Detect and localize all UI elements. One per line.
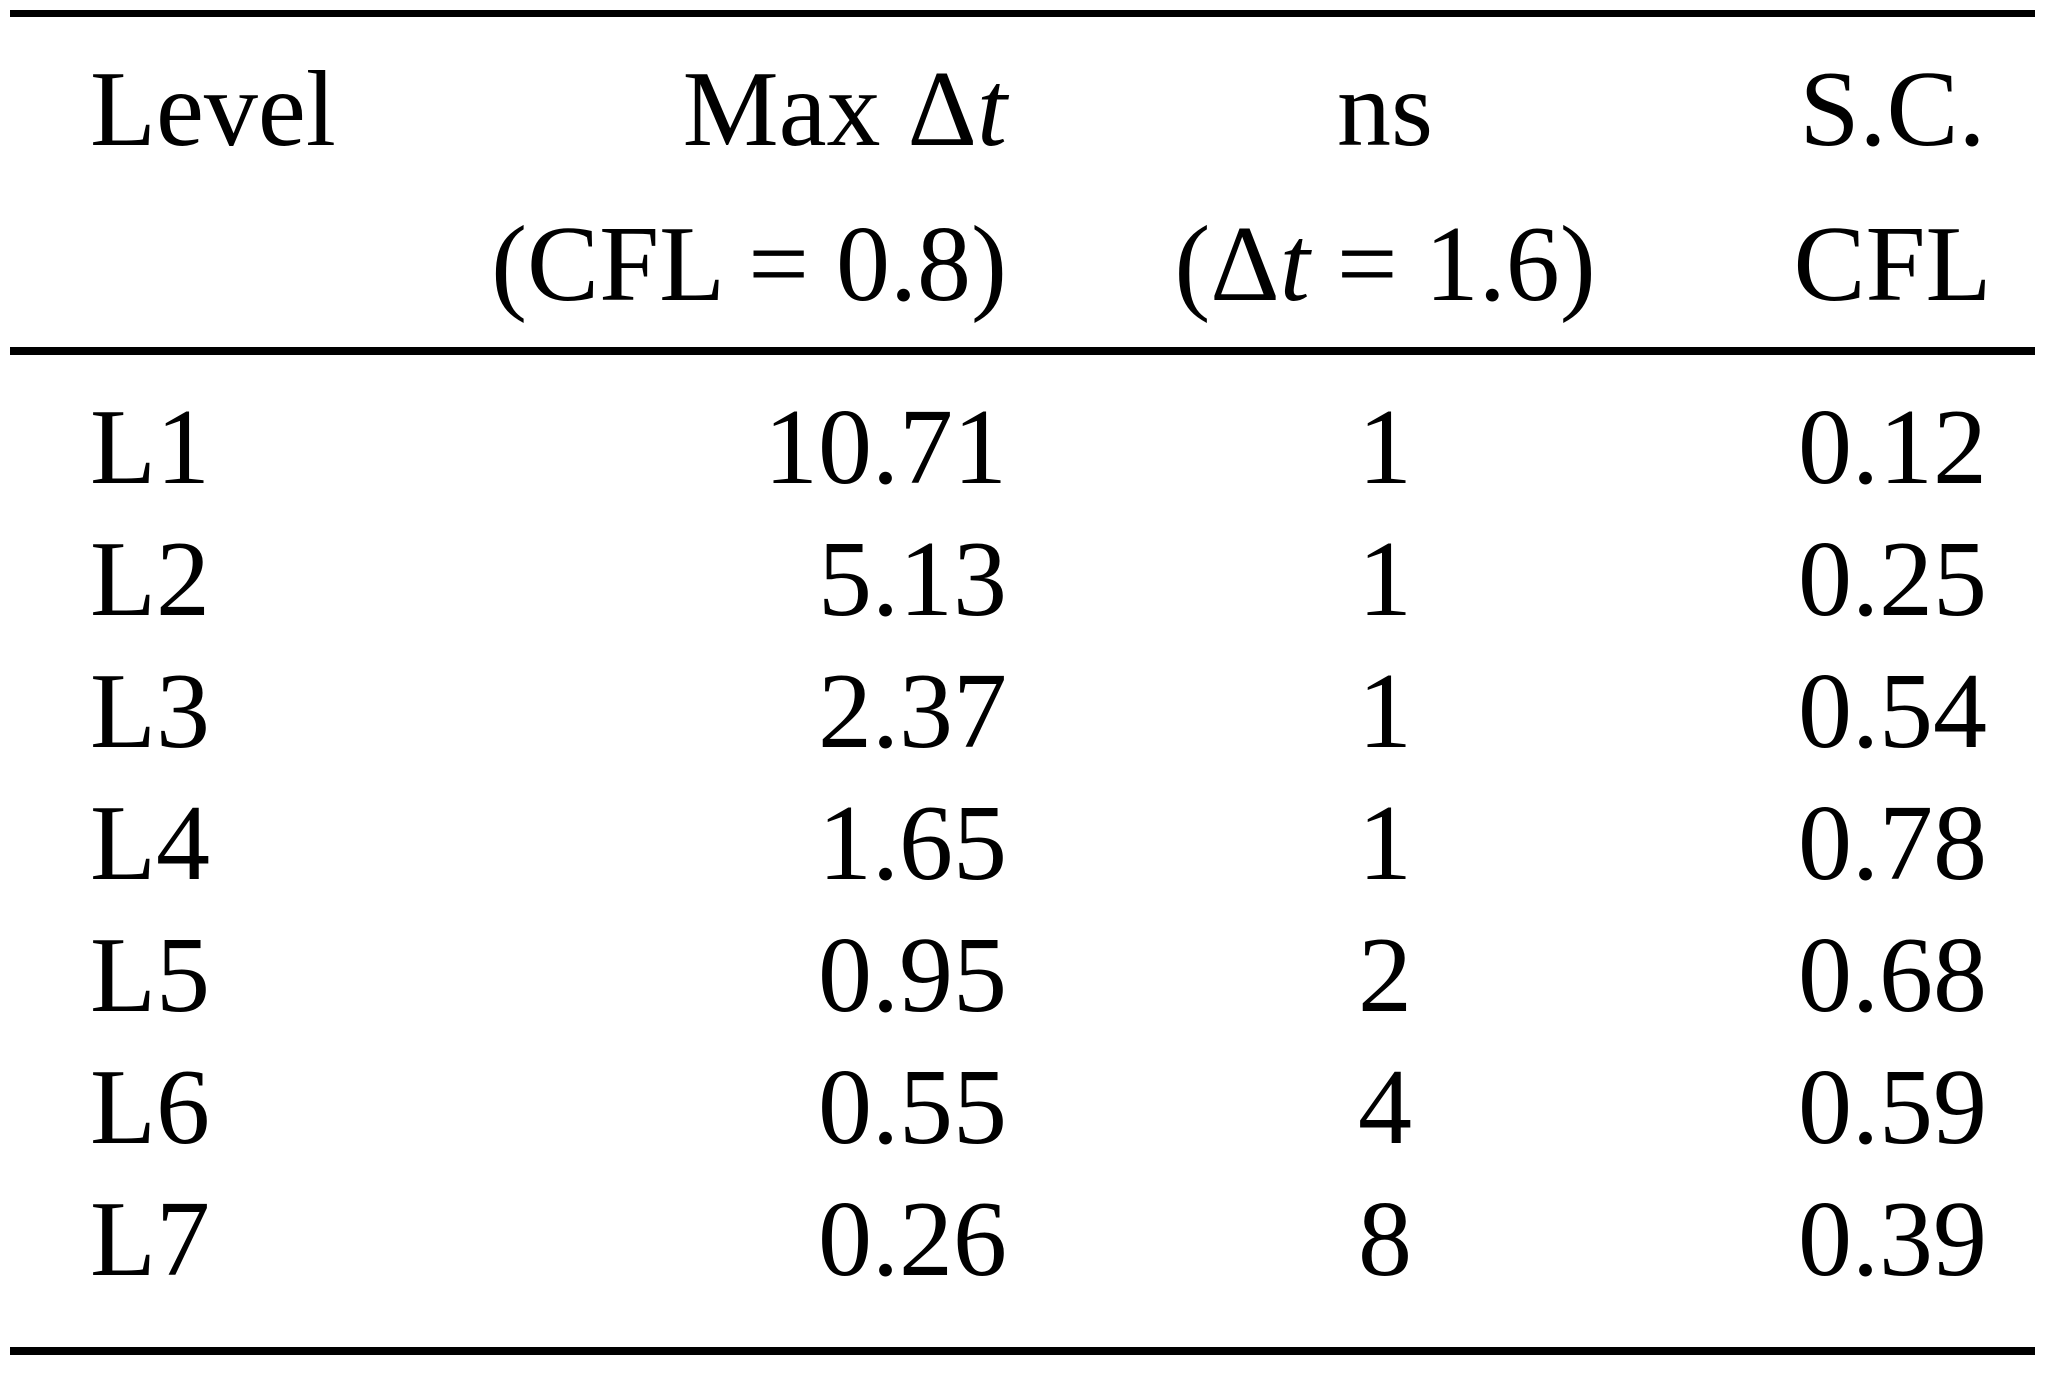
- max-dt-column-header: Max Δt (CFL = 0.8): [340, 17, 1020, 347]
- max-dt-cell: 5.13: [818, 520, 1007, 639]
- ns-cell: 1: [1358, 520, 1412, 639]
- results-table: Level Max Δt (CFL = 0.8) ns (Δt = 1.6) S…: [10, 10, 2035, 1355]
- ns-cell: 1: [1358, 652, 1412, 771]
- sc-cfl-cell: 0.12: [1798, 388, 1987, 507]
- ns-cell: 1: [1358, 784, 1412, 903]
- ns-header-line2: (Δt = 1.6): [1020, 187, 1750, 342]
- level-cell: L4: [90, 784, 210, 903]
- body-top-spacer: [10, 355, 2035, 382]
- max-dt-header-text: Max Δ: [682, 50, 977, 169]
- ns-header-rest: = 1.6): [1309, 205, 1596, 324]
- level-cell: L3: [90, 652, 210, 771]
- sc-cfl-header-line1: S.C.: [1799, 50, 1986, 169]
- sc-cfl-header-line2: CFL: [1793, 205, 1992, 324]
- table-row: L2 5.13 1 0.25: [10, 514, 2035, 646]
- bottom-rule: [10, 1347, 2035, 1355]
- table-body: L1 10.71 1 0.12 L2 5.13 1 0.25 L3 2.37 1…: [10, 355, 2035, 1347]
- ns-cell: 2: [1358, 916, 1412, 1035]
- level-cell: L6: [90, 1048, 210, 1167]
- max-dt-cell: 10.71: [764, 388, 1007, 507]
- max-dt-cell: 0.55: [818, 1048, 1007, 1167]
- table-header-row: Level Max Δt (CFL = 0.8) ns (Δt = 1.6) S…: [10, 17, 2035, 347]
- max-dt-header-line1: Max Δt: [340, 32, 1007, 187]
- top-rule: [10, 10, 2035, 17]
- level-cell: L1: [90, 388, 210, 507]
- ns-cell: 8: [1358, 1180, 1412, 1299]
- level-cell: L2: [90, 520, 210, 639]
- ns-cell: 1: [1358, 388, 1412, 507]
- sc-cfl-cell: 0.39: [1798, 1180, 1987, 1299]
- ns-column-header: ns (Δt = 1.6): [1020, 17, 1750, 347]
- max-dt-cell: 0.26: [818, 1180, 1007, 1299]
- table-row: L5 0.95 2 0.68: [10, 910, 2035, 1042]
- mid-rule: [10, 347, 2035, 355]
- sc-cfl-cell: 0.68: [1798, 916, 1987, 1035]
- max-dt-header-line2: (CFL = 0.8): [491, 205, 1007, 324]
- level-column-header: Level: [10, 17, 340, 347]
- sc-cfl-column-header: S.C. CFL: [1750, 17, 2035, 347]
- sc-cfl-cell: 0.59: [1798, 1048, 1987, 1167]
- max-dt-cell: 1.65: [818, 784, 1007, 903]
- table-row: L6 0.55 4 0.59: [10, 1042, 2035, 1174]
- table-row: L4 1.65 1 0.78: [10, 778, 2035, 910]
- level-cell: L5: [90, 916, 210, 1035]
- max-dt-header-italic-t: t: [976, 50, 1007, 169]
- ns-header-italic-t: t: [1279, 205, 1310, 324]
- table-row: L1 10.71 1 0.12: [10, 382, 2035, 514]
- table-row: L3 2.37 1 0.54: [10, 646, 2035, 778]
- level-header-line2: [90, 187, 340, 342]
- max-dt-cell: 0.95: [818, 916, 1007, 1035]
- sc-cfl-cell: 0.25: [1798, 520, 1987, 639]
- max-dt-cell: 2.37: [818, 652, 1007, 771]
- body-bottom-spacer: [10, 1306, 2035, 1347]
- sc-cfl-cell: 0.78: [1798, 784, 1987, 903]
- table-row: L7 0.26 8 0.39: [10, 1174, 2035, 1306]
- ns-cell: 4: [1358, 1048, 1412, 1167]
- sc-cfl-cell: 0.54: [1798, 652, 1987, 771]
- level-cell: L7: [90, 1180, 210, 1299]
- ns-header-line1: ns: [1336, 50, 1434, 169]
- ns-header-open: (Δ: [1174, 205, 1280, 324]
- level-header-line1: Level: [90, 50, 336, 169]
